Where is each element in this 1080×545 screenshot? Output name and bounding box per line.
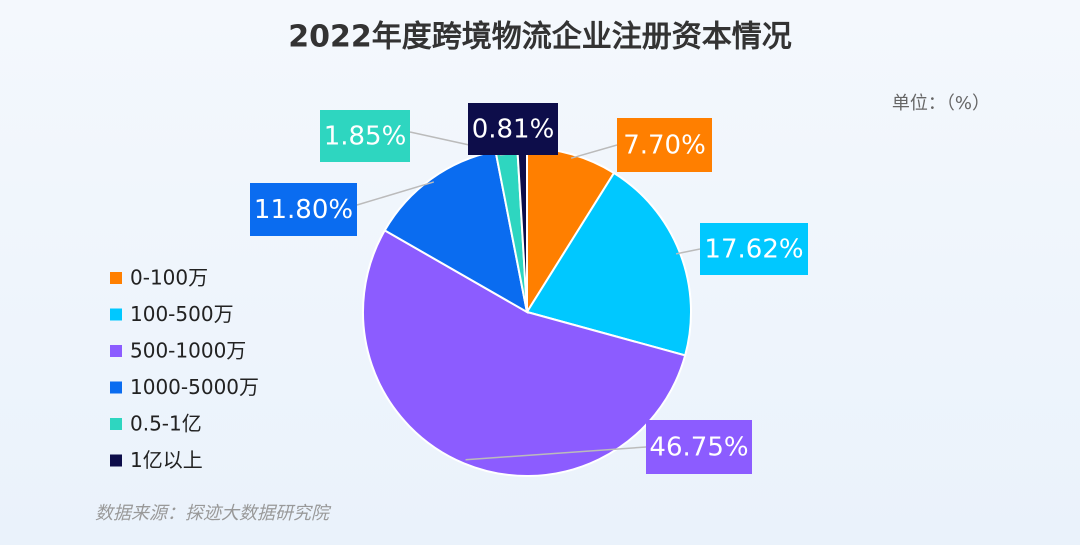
label-box <box>468 103 558 155</box>
legend-swatch <box>110 381 122 394</box>
legend-swatch <box>110 272 122 284</box>
legend-label: 0.5-1亿 <box>130 412 202 436</box>
data-label: 7.70% <box>623 131 706 161</box>
legend-label: 0-100万 <box>130 266 208 290</box>
leader-line <box>465 446 647 461</box>
chart-title: 2022年度跨境物流企业注册资本情况 <box>288 20 792 55</box>
legend-label: 500-1000万 <box>130 339 246 363</box>
legend-swatch <box>110 345 122 357</box>
unit-label: 单位：（%） <box>892 93 990 114</box>
label-box <box>320 110 410 162</box>
data-label: 17.62% <box>704 235 803 265</box>
leader-line <box>675 248 701 255</box>
data-label: 1.85% <box>324 122 407 152</box>
label-box <box>250 183 357 236</box>
source-note: 数据来源：探迹大数据研究院 <box>95 503 332 524</box>
data-label: 11.80% <box>254 195 353 225</box>
legend-swatch <box>110 454 122 467</box>
legend-label: 1亿以上 <box>130 448 203 472</box>
label-box <box>700 223 808 275</box>
leader-line <box>356 181 435 206</box>
legend-swatch <box>110 418 122 430</box>
data-label: 46.75% <box>649 433 748 463</box>
legend-label: 100-500万 <box>130 302 234 326</box>
legend-label: 1000-5000万 <box>130 375 259 399</box>
label-box <box>617 118 712 172</box>
legend-swatch <box>110 308 122 321</box>
leader-line <box>570 144 618 159</box>
data-label: 0.81% <box>472 115 555 145</box>
label-box <box>646 420 752 474</box>
